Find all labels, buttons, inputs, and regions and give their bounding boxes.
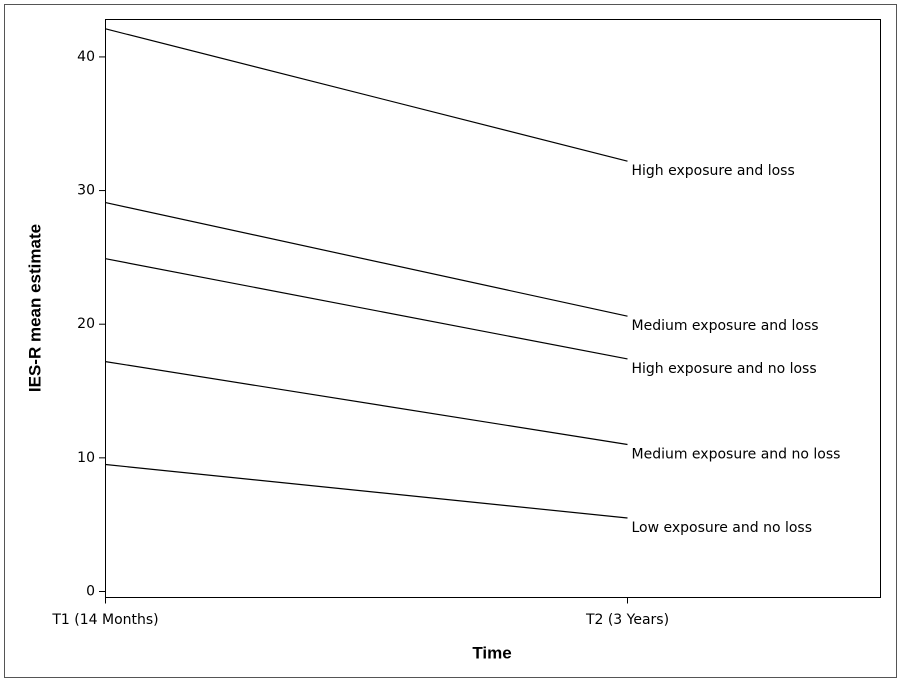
- line: [105, 463, 628, 519]
- y-axis-title: IES-R mean estimate: [25, 224, 44, 392]
- y-tick-label: 0: [86, 583, 95, 599]
- y-tick-label: 20: [77, 316, 95, 332]
- series-label: High exposure and no loss: [632, 361, 817, 377]
- series-label: Low exposure and no loss: [632, 520, 813, 536]
- y-tick-label: 30: [77, 183, 95, 199]
- x-axis-title: Time: [472, 643, 511, 662]
- outer-frame: [4, 4, 897, 678]
- x-tick-label: T2 (3 Years): [585, 612, 669, 628]
- plot-frame: [105, 19, 881, 598]
- line: [105, 202, 628, 317]
- line: [105, 258, 628, 360]
- line: [105, 28, 628, 162]
- x-tick-label: T1 (14 Months): [51, 612, 158, 628]
- y-tick-label: 10: [77, 450, 95, 466]
- series-label: Medium exposure and no loss: [632, 446, 841, 462]
- series-label: Medium exposure and loss: [632, 318, 819, 334]
- line: [105, 361, 628, 446]
- y-tick-label: 40: [77, 49, 95, 65]
- series-label: High exposure and loss: [632, 163, 795, 179]
